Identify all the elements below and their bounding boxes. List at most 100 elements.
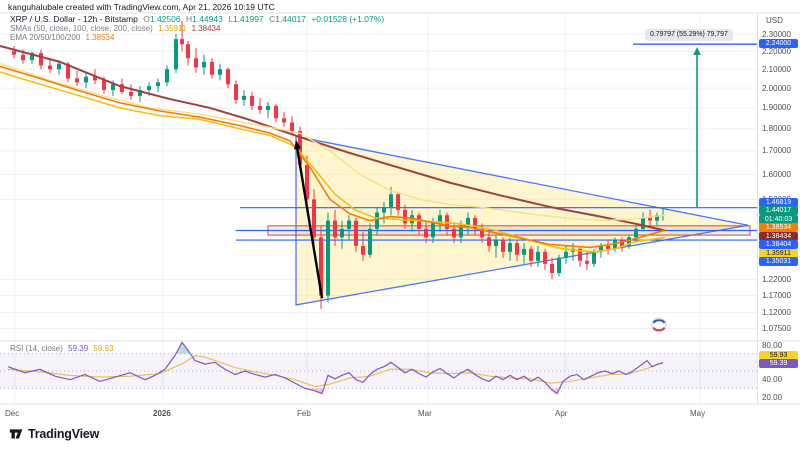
candle-body (258, 105, 262, 110)
target-arrow-head (693, 47, 701, 55)
price-tick-label: 2.10000 (762, 64, 791, 74)
candle-body (508, 243, 512, 252)
candle-body (138, 90, 142, 96)
sma200-value: 1.38434 (191, 24, 221, 33)
close-value: 1.44017 (275, 14, 306, 24)
candle-body (48, 65, 52, 70)
price-tick-label: 1.90000 (762, 103, 791, 113)
candle-body (347, 220, 351, 229)
candle-body (375, 212, 379, 229)
sma-legend-row[interactable]: SMAs (50, close, 100, close, 200, close)… (10, 24, 223, 33)
candle-body (274, 105, 278, 119)
high-label: H (185, 14, 193, 24)
candle-body (57, 63, 61, 70)
high-value: 1.44943 (192, 14, 223, 24)
candle-body (319, 237, 323, 296)
candle-body (180, 39, 184, 45)
price-axis-badge: 1.38534 (759, 223, 798, 232)
price-tick-label: 1.60000 (762, 169, 791, 179)
candle-body (557, 257, 561, 274)
candle-body (290, 122, 294, 132)
candle-body (620, 240, 624, 246)
candle-body (424, 228, 428, 238)
candle-body (66, 63, 70, 79)
rsi-tick-label: 20.00 (762, 392, 783, 402)
tradingview-logo[interactable]: TradingView (9, 426, 99, 441)
candle-body (93, 76, 97, 81)
tradingview-brand-text: TradingView (28, 426, 100, 441)
candle-body (438, 215, 442, 224)
candle-body (21, 54, 25, 61)
candle-body (226, 69, 230, 85)
ma-line[interactable] (0, 44, 666, 232)
time-axis-label: Mar (418, 409, 432, 418)
price-tick-label: 1.22000 (762, 274, 791, 284)
axis-currency-label: USD (766, 16, 783, 25)
candle-body (592, 251, 596, 264)
candle-body (102, 80, 106, 91)
rsi-line[interactable] (7, 341, 664, 395)
symbol-logo-bottom (652, 326, 666, 332)
ma-line[interactable] (0, 65, 666, 249)
price-axis-badge: 01:40:03 (759, 214, 798, 224)
candle-body (389, 194, 393, 208)
black-arrow-head (294, 140, 301, 150)
candle-body (550, 263, 554, 274)
candle-body (305, 164, 309, 200)
candle-body (111, 84, 115, 91)
candle-body (578, 248, 582, 261)
candle-body (361, 245, 365, 255)
sma50-value: 1.35911 (157, 24, 187, 33)
rsi-axis-badge: 59.93 (759, 350, 798, 360)
candle-body (403, 209, 407, 224)
rsi-tick-label: 40.00 (762, 375, 783, 385)
price-tick-label: 1.07500 (762, 323, 791, 333)
candle-body (340, 228, 344, 238)
black-arrow[interactable] (295, 146, 324, 299)
candle-body (585, 260, 589, 264)
candle-body (174, 39, 178, 70)
candle-body (655, 215, 659, 221)
candle-body (250, 95, 254, 106)
candle-body (234, 84, 238, 100)
price-axis-badge: 1.38404 (759, 240, 798, 249)
rsi-legend-row[interactable]: RSI (14, close) 59.39 59.93 (10, 344, 116, 353)
time-axis-label: 2026 (153, 409, 171, 418)
time-axis-label: Feb (297, 409, 311, 418)
ema-label: EMA 20/50/100/200 (10, 33, 81, 42)
candle-body (382, 207, 386, 213)
price-axis-badge: 1.46819 (759, 197, 798, 207)
candle-body (410, 215, 414, 224)
candle-body (368, 228, 372, 255)
candle-body (606, 245, 610, 249)
ma-line[interactable] (0, 63, 666, 222)
candle-body (202, 61, 206, 68)
candle-body (564, 251, 568, 258)
ema-legend-row[interactable]: EMA 20/50/100/200 1.38534 (10, 33, 117, 42)
price-axis-badge: 1.35031 (759, 257, 798, 266)
candle-body (312, 199, 316, 238)
candle-body (613, 240, 617, 249)
candle-body (75, 78, 79, 83)
price-tick-label: 2.30000 (762, 29, 791, 39)
candle-body (242, 95, 246, 100)
rsi-ma-value: 59.93 (93, 344, 114, 353)
price-axis-badge: 1.44017 (759, 206, 798, 215)
price-tick-label: 1.80000 (762, 124, 791, 134)
candle-body (473, 217, 477, 229)
triangle-pattern[interactable] (295, 135, 749, 306)
candle-body (12, 51, 16, 55)
symbol-title: XRP / U.S. Dollar - 12h - Bitstamp (10, 14, 138, 24)
price-tick-label: 1.70000 (762, 146, 791, 156)
price-tick-label: 2.00000 (762, 83, 791, 93)
candle-body (536, 251, 540, 261)
time-axis-label: May (690, 409, 706, 418)
target-annotation[interactable]: 0.79797 (55.29%) 79,797 (645, 29, 733, 41)
symbol-legend-row[interactable]: XRP / U.S. Dollar - 12h - Bitstamp O1.42… (10, 14, 387, 24)
symbol-logo-top (652, 319, 666, 324)
time-axis-label: Dec (5, 409, 20, 418)
price-axis-badge: 1.35911 (759, 248, 798, 258)
ma-line[interactable] (0, 71, 666, 253)
